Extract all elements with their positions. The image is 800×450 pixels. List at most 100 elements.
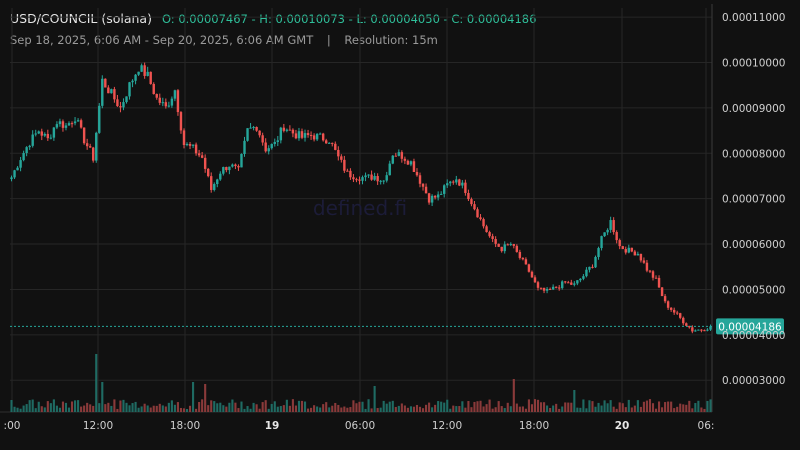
candle-body [346, 170, 349, 172]
volume-bar [176, 402, 179, 412]
candle-body [337, 149, 340, 157]
candle-body [13, 170, 16, 178]
last-price-label: 0.00004186 [718, 321, 782, 333]
candle-body [152, 83, 155, 95]
y-tick-label: 0.00007000 [722, 194, 785, 206]
candle-body [234, 164, 237, 167]
candle-body [373, 176, 376, 180]
candle-body [349, 170, 352, 178]
volume-bar [188, 405, 192, 412]
volume-bar [476, 401, 479, 412]
volume-bar [431, 407, 434, 412]
candle-body [225, 167, 228, 171]
volume-bar [122, 399, 125, 412]
volume-bar [358, 401, 361, 412]
volume-bar [291, 399, 294, 412]
candle-body [352, 177, 355, 180]
volume-bar [104, 404, 107, 412]
resolution-label: Resolution: 15m [344, 33, 438, 47]
candle-body [485, 226, 488, 233]
volume-bar [376, 408, 379, 412]
volume-bar [664, 402, 667, 412]
volume-bar [10, 399, 13, 412]
candle-body [294, 133, 298, 139]
y-tick-label: 0.00004000 [722, 330, 785, 342]
candle-body [143, 65, 146, 76]
candle-body [512, 244, 516, 246]
volume-bar [125, 402, 128, 412]
candle-body [237, 166, 240, 168]
price-axis[interactable]: 0.00011000 0.00010000 0.00009000 0.00008000… [722, 12, 785, 387]
volume-bar [158, 403, 161, 412]
volume-bar [536, 399, 540, 412]
volume-bar [573, 390, 576, 412]
candle-body [55, 124, 59, 128]
candle-body [367, 174, 370, 176]
time-axis[interactable]: :00 12:00 18:00 19 06:00 12:00 18:00 20 06: [4, 420, 715, 432]
candle-body [597, 248, 600, 258]
volume-bar [576, 407, 579, 412]
volume-bar [518, 406, 521, 412]
volume-bar [651, 403, 655, 412]
candle-body [424, 186, 428, 194]
volume-bar [555, 403, 558, 412]
volume-bar [201, 399, 204, 412]
candle-body [700, 329, 703, 331]
volume-bar [61, 401, 65, 412]
separator: | [326, 33, 331, 47]
volume-bar [64, 402, 68, 412]
candle-body [397, 152, 401, 156]
volume-bar [22, 405, 25, 412]
candle-body [476, 209, 479, 218]
candle-body [149, 71, 152, 84]
candle-body [137, 71, 140, 75]
candle-body [343, 159, 346, 171]
candle-body [385, 175, 388, 181]
candle-body [110, 89, 113, 94]
volume-bar [219, 402, 222, 412]
volume-bar [642, 401, 645, 412]
volume-bar [670, 401, 673, 412]
volume-bar [558, 408, 561, 412]
volume-bar [134, 401, 137, 412]
candle-body [388, 163, 391, 176]
candle-body [270, 143, 273, 149]
candle-body [657, 277, 661, 288]
volume-bar [470, 407, 473, 412]
candle-body [318, 133, 322, 135]
volume-bar [497, 401, 500, 412]
volume-bar [409, 406, 412, 412]
volume-bar [310, 407, 313, 412]
candle-body [334, 143, 337, 150]
volume-bar [46, 401, 49, 412]
candle-body [173, 90, 177, 99]
candles [10, 62, 712, 334]
volume-bar [479, 400, 482, 412]
candle-body [582, 276, 585, 279]
volume-bar [270, 403, 273, 412]
last-price-badge [716, 318, 784, 335]
volume-bar [70, 401, 74, 412]
volume-bar [582, 399, 585, 412]
volume-bar [603, 400, 606, 412]
volume-bar [319, 407, 322, 412]
candle-body [685, 323, 688, 326]
volume-bar [101, 382, 104, 412]
volume-bar [473, 401, 476, 412]
candle-body [470, 199, 473, 205]
volume-bar [107, 402, 110, 412]
candle-body [331, 142, 334, 144]
volume-bar [682, 404, 685, 412]
candle-body [500, 246, 503, 252]
candle-body [585, 269, 588, 277]
candle-body [113, 89, 116, 100]
volume-bar [128, 405, 131, 412]
candle-body [131, 80, 134, 83]
candle-body [488, 232, 491, 237]
volume-bar [412, 406, 416, 412]
candle-body [542, 287, 546, 291]
volume-bar [255, 404, 258, 412]
volume-bar [694, 403, 697, 412]
volume-bar [173, 404, 176, 412]
